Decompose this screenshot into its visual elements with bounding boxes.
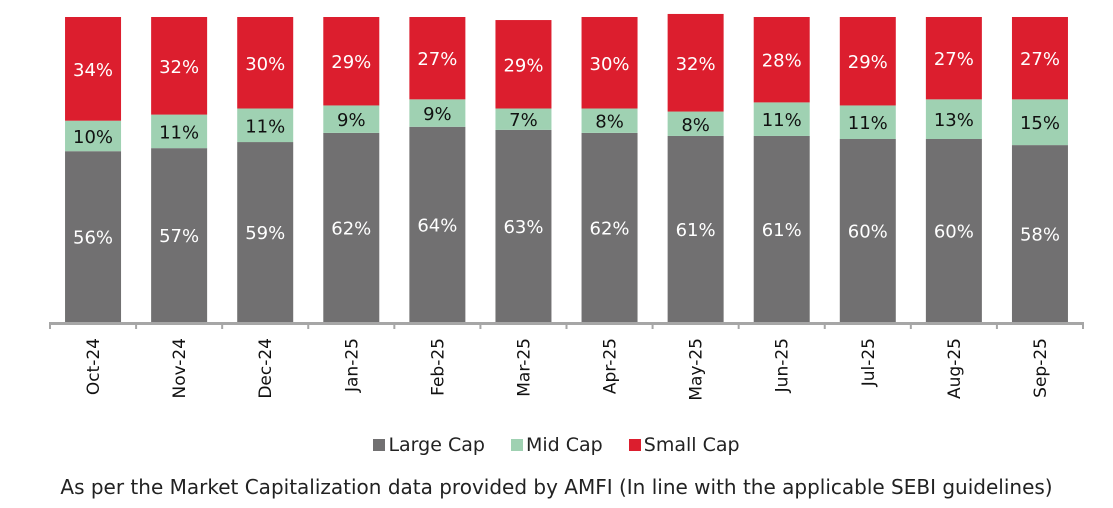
bar-segment-large-cap	[409, 126, 466, 322]
bar-segment-mid-cap	[151, 114, 208, 149]
legend-label-large-cap: Large Cap	[388, 434, 485, 456]
data-label-mid-cap: 9%	[337, 110, 366, 131]
bar-segment-small-cap	[495, 20, 552, 109]
legend-swatch-large-cap	[373, 439, 386, 451]
data-label-small-cap: 30%	[590, 54, 630, 75]
data-label-small-cap: 27%	[934, 49, 974, 70]
x-tick-label: Aug-25	[945, 338, 965, 399]
data-label-mid-cap: 9%	[423, 104, 452, 125]
chart-caption: As per the Market Capitalization data pr…	[60, 475, 1053, 499]
data-label-small-cap: 29%	[848, 52, 888, 73]
x-tick-label: Apr-25	[601, 338, 621, 394]
data-label-small-cap: 29%	[503, 55, 543, 76]
bar-segment-mid-cap	[581, 108, 638, 133]
bar-segment-small-cap	[667, 13, 724, 112]
data-label-small-cap: 28%	[762, 51, 802, 72]
bar-segment-large-cap	[323, 132, 380, 322]
data-label-small-cap: 34%	[73, 60, 113, 81]
data-label-mid-cap: 10%	[73, 127, 113, 148]
data-label-large-cap: 61%	[676, 220, 716, 241]
bar-segment-large-cap	[839, 139, 896, 322]
bar-segment-mid-cap	[753, 102, 810, 136]
bar-segment-large-cap	[581, 132, 638, 322]
data-label-mid-cap: 11%	[245, 116, 285, 137]
x-tick-label: May-25	[687, 338, 707, 401]
x-tick-label: Mar-25	[514, 338, 534, 397]
x-tick-label: Dec-24	[256, 338, 276, 399]
legend-swatch-mid-cap	[510, 439, 523, 451]
data-label-mid-cap: 11%	[762, 110, 802, 131]
x-tick-label: Jul-25	[859, 338, 879, 387]
bar-segment-small-cap	[151, 17, 208, 115]
bar-segment-small-cap	[323, 17, 380, 106]
bar-segment-large-cap	[237, 142, 294, 322]
bar-segment-mid-cap	[495, 108, 552, 130]
bar-segment-small-cap	[839, 17, 896, 106]
data-label-mid-cap: 8%	[681, 115, 710, 136]
bar-segment-small-cap	[753, 17, 810, 103]
legend-item-mid-cap: Mid Cap	[510, 434, 603, 456]
bar-segment-large-cap	[65, 151, 122, 322]
legend-item-large-cap: Large Cap	[373, 434, 485, 456]
bar-segment-large-cap	[925, 139, 982, 322]
bar-segment-mid-cap	[667, 111, 724, 136]
bar-segment-large-cap	[667, 135, 724, 322]
data-label-small-cap: 29%	[331, 52, 371, 73]
data-label-small-cap: 32%	[159, 57, 199, 78]
bar-segment-mid-cap	[1011, 99, 1068, 146]
legend-label-mid-cap: Mid Cap	[525, 434, 603, 456]
x-tick-label: Jan-25	[342, 338, 362, 393]
data-label-small-cap: 27%	[417, 49, 457, 70]
legend-item-small-cap: Small Cap	[628, 434, 740, 456]
bar-segment-large-cap	[753, 135, 810, 322]
data-label-mid-cap: 11%	[848, 113, 888, 134]
bar-segment-mid-cap	[925, 99, 982, 139]
bar-segment-small-cap	[1011, 17, 1068, 100]
data-label-large-cap: 60%	[848, 222, 888, 243]
x-tick-label: Jun-25	[773, 338, 793, 393]
data-label-large-cap: 62%	[590, 218, 630, 239]
data-label-large-cap: 56%	[73, 228, 113, 249]
data-label-mid-cap: 15%	[1020, 113, 1060, 134]
bar-segment-mid-cap	[65, 120, 122, 152]
bar-segment-large-cap	[151, 148, 208, 322]
bar-segment-mid-cap	[237, 108, 294, 143]
x-tick-label: Nov-24	[170, 338, 190, 399]
data-label-mid-cap: 8%	[595, 112, 624, 133]
data-label-mid-cap: 7%	[509, 110, 538, 131]
bar-segment-small-cap	[581, 17, 638, 109]
bar-segment-small-cap	[237, 17, 294, 109]
data-label-mid-cap: 13%	[934, 110, 974, 131]
chart-legend: Large Cap Mid Cap Small Cap	[0, 434, 1113, 456]
data-label-large-cap: 59%	[245, 223, 285, 244]
bar-segment-small-cap	[409, 17, 466, 100]
x-tick-label: Oct-24	[84, 338, 104, 395]
bar-segment-large-cap	[1011, 145, 1068, 322]
data-label-small-cap: 30%	[245, 54, 285, 75]
bar-segment-large-cap	[495, 129, 552, 322]
bar-segment-mid-cap	[409, 99, 466, 127]
bar-segment-small-cap	[65, 17, 122, 121]
data-label-large-cap: 62%	[331, 218, 371, 239]
data-label-large-cap: 58%	[1020, 225, 1060, 246]
data-label-large-cap: 63%	[503, 217, 543, 238]
bar-segment-small-cap	[925, 17, 982, 100]
data-label-large-cap: 57%	[159, 226, 199, 247]
x-tick-label: Sep-25	[1031, 338, 1051, 398]
legend-label-small-cap: Small Cap	[643, 434, 740, 456]
data-label-large-cap: 64%	[417, 215, 457, 236]
bar-segment-mid-cap	[323, 105, 380, 133]
data-label-large-cap: 60%	[934, 222, 974, 243]
stacked-bar-chart: 56% 10% 34% Oct-24 57% 11% 32% Nov-24 59% 11% 30% D…	[49, 13, 1084, 401]
data-label-large-cap: 61%	[762, 220, 802, 241]
data-label-small-cap: 27%	[1020, 49, 1060, 70]
data-label-small-cap: 32%	[676, 54, 716, 75]
data-label-mid-cap: 11%	[159, 122, 199, 143]
x-tick-label: Feb-25	[428, 338, 448, 396]
bar-segment-mid-cap	[839, 105, 896, 139]
legend-swatch-small-cap	[628, 439, 641, 451]
